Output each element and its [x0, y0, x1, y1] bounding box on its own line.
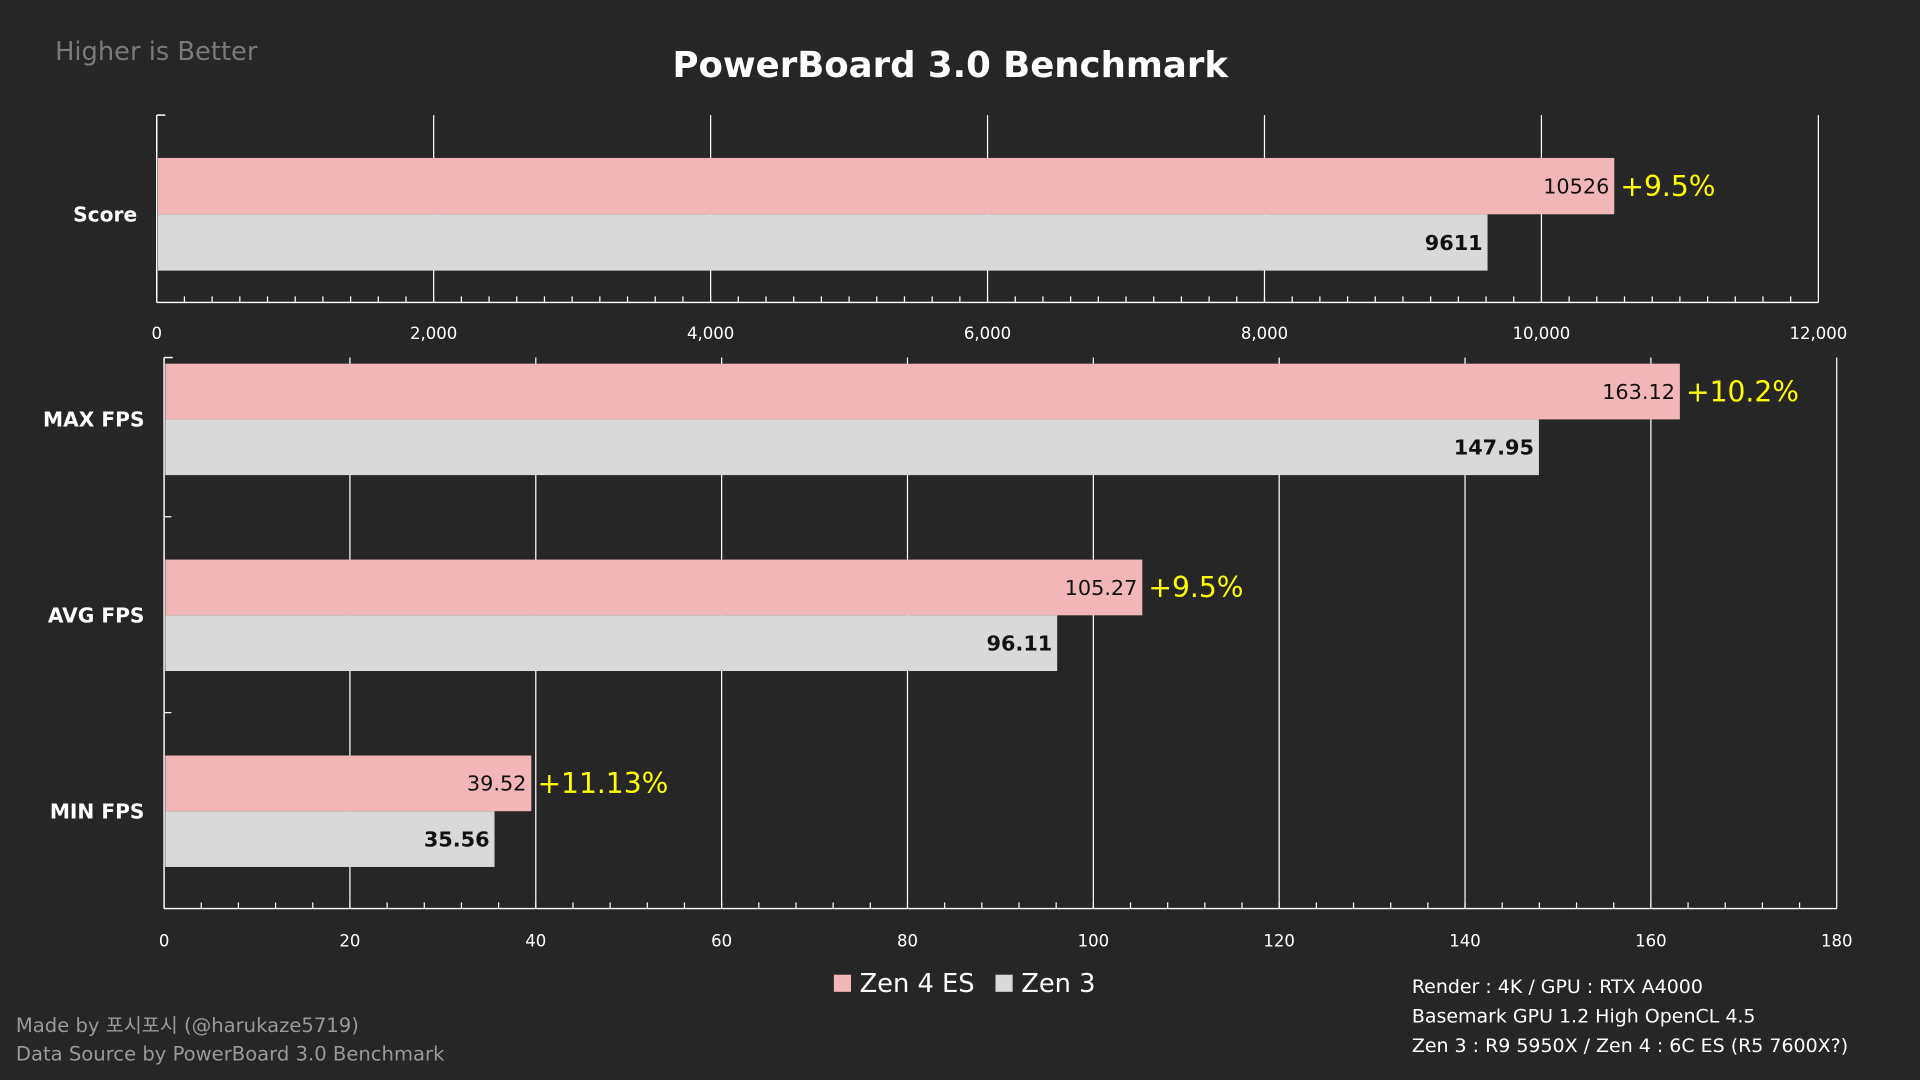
data-label: 35.56	[424, 827, 490, 851]
x-tick-label: 0	[159, 932, 170, 951]
diff-annotation: +11.13%	[537, 767, 668, 800]
bar-zen4	[165, 755, 532, 812]
data-label: 39.52	[467, 772, 527, 796]
legend-swatch-zen3	[995, 974, 1013, 992]
x-tick-label: 100	[1078, 932, 1110, 951]
x-tick-label: 12,000	[1789, 324, 1847, 343]
data-label: 105.27	[1065, 576, 1138, 600]
x-tick-label: 8,000	[1241, 324, 1288, 343]
legend: Zen 4 ES Zen 3	[833, 969, 1095, 999]
x-tick-label: 60	[711, 932, 732, 951]
note-basemark: Basemark GPU 1.2 High OpenCL 4.5	[1412, 1005, 1756, 1027]
diff-annotation: +10.2%	[1686, 375, 1799, 408]
chart-title: PowerBoard 3.0 Benchmark	[672, 45, 1229, 86]
x-tick-label: 120	[1263, 932, 1295, 951]
bar-zen4	[165, 559, 1143, 616]
corner-note: Higher is Better	[55, 37, 258, 67]
x-tick-label: 2,000	[410, 324, 457, 343]
x-tick-label: 10,000	[1513, 324, 1571, 343]
x-tick-label: 80	[897, 932, 918, 951]
x-tick-label: 6,000	[964, 324, 1011, 343]
data-label: 10526	[1543, 174, 1609, 198]
x-tick-label: 140	[1449, 932, 1481, 951]
category-label: AVG FPS	[48, 604, 145, 628]
credit-source: Data Source by PowerBoard 3.0 Benchmark	[16, 1042, 445, 1065]
x-tick-label: 180	[1821, 932, 1853, 951]
category-label: Score	[73, 203, 137, 227]
data-label: 163.12	[1602, 380, 1675, 404]
x-tick-label: 4,000	[687, 324, 734, 343]
x-tick-label: 20	[339, 932, 360, 951]
bar-zen4	[165, 363, 1680, 420]
legend-label-zen3: Zen 3	[1021, 969, 1095, 999]
bar-zen3	[157, 214, 1488, 271]
legend-label-zen4: Zen 4 ES	[860, 969, 975, 999]
diff-annotation: +9.5%	[1620, 170, 1715, 203]
data-label: 9611	[1425, 231, 1483, 255]
bar-zen3	[165, 419, 1539, 476]
credit-author: Made by 포시포시 (@harukaze5719)	[16, 1014, 359, 1037]
x-tick-label: 160	[1635, 932, 1667, 951]
note-render: Render : 4K / GPU : RTX A4000	[1412, 976, 1703, 998]
diff-annotation: +9.5%	[1148, 571, 1243, 604]
category-label: MAX FPS	[43, 408, 144, 432]
category-label: MIN FPS	[50, 800, 145, 824]
bar-zen4	[157, 157, 1615, 215]
bar-zen3	[165, 811, 495, 867]
data-label: 147.95	[1454, 436, 1534, 460]
legend-swatch-zen4	[833, 974, 852, 992]
note-cpus: Zen 3 : R9 5950X / Zen 4 : 6C ES (R5 760…	[1412, 1035, 1848, 1057]
bar-zen3	[165, 615, 1058, 672]
x-tick-label: 40	[525, 932, 546, 951]
data-label: 96.11	[986, 632, 1052, 656]
x-tick-label: 0	[151, 324, 162, 343]
